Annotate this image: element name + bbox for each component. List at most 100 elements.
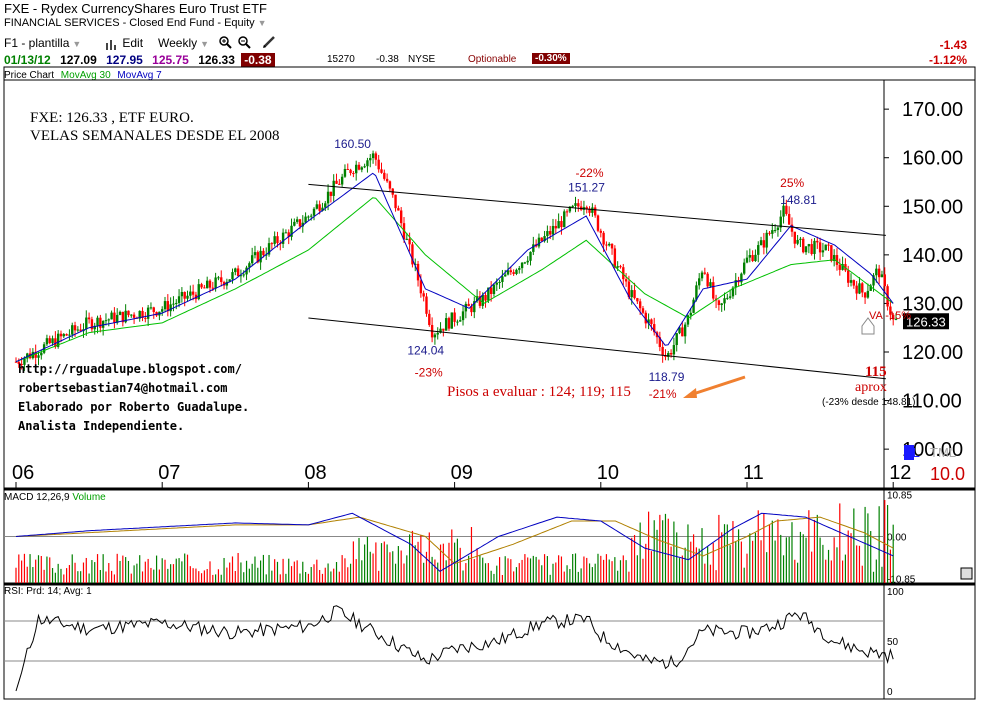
candle-body xyxy=(762,240,766,248)
chevron-down-icon: ▼ xyxy=(200,39,210,49)
candle-body xyxy=(630,290,633,298)
template-select[interactable]: F1 - plantilla ▼ xyxy=(4,36,82,50)
candle-body xyxy=(745,257,749,263)
x-tick-label: 10 xyxy=(597,462,619,484)
candle-body xyxy=(422,293,425,297)
candle-body xyxy=(585,207,588,209)
candle-body xyxy=(436,332,439,335)
candle-body xyxy=(399,210,403,224)
candle-body xyxy=(658,337,662,347)
author-blog: http://rguadalupe.blogspot.com/ xyxy=(18,362,242,376)
candle-body xyxy=(748,255,752,258)
chevron-down-icon[interactable]: ▼ xyxy=(257,18,267,28)
candle-body xyxy=(394,194,397,209)
candle-body xyxy=(551,225,555,235)
candle-body xyxy=(222,282,226,286)
price-label: 124.04 xyxy=(407,343,444,357)
pencil-icon[interactable] xyxy=(262,35,276,49)
candle-body xyxy=(692,299,695,313)
candle-body xyxy=(880,274,884,278)
edit-button[interactable]: Edit xyxy=(105,36,143,51)
candle-body xyxy=(568,206,572,212)
y-tick-label: 100.00 xyxy=(902,439,963,461)
zoom-in-icon[interactable] xyxy=(218,35,232,49)
candle-body xyxy=(731,287,735,297)
candle-body xyxy=(155,312,158,316)
candle-body xyxy=(641,308,645,313)
candle-body xyxy=(14,361,18,363)
candle-body xyxy=(824,244,827,251)
legend-ma30: MovAvg 30 xyxy=(60,70,111,81)
quote-low: 125.75 xyxy=(152,53,189,67)
candle-body xyxy=(276,236,279,244)
quote-high: 127.95 xyxy=(106,53,143,67)
candle-body xyxy=(515,269,518,274)
candle-body xyxy=(96,317,99,326)
candle-body xyxy=(700,272,704,279)
macd-tick-label: -10.85 xyxy=(887,575,916,586)
candle-body xyxy=(793,231,796,244)
candle-body xyxy=(144,317,147,319)
candle-body xyxy=(121,311,125,323)
candle-body xyxy=(818,242,822,253)
candle-body xyxy=(99,317,102,328)
candle-body xyxy=(765,232,768,248)
candle-body xyxy=(703,272,707,274)
candle-body xyxy=(771,230,774,234)
candle-body xyxy=(661,346,664,356)
candle-body xyxy=(256,252,259,263)
candle-body xyxy=(231,272,234,280)
candle-body xyxy=(228,279,231,282)
candle-body xyxy=(284,232,288,234)
candle-body xyxy=(518,268,521,270)
candle-body xyxy=(728,296,732,298)
candle-body xyxy=(456,321,459,323)
candle-body xyxy=(678,327,681,334)
candle-body xyxy=(543,236,546,242)
legend-ma7: MovAvg 7 xyxy=(117,70,162,81)
candle-body xyxy=(638,301,642,309)
candle-body xyxy=(894,318,898,320)
candle-body xyxy=(616,266,619,268)
candle-body xyxy=(459,320,462,322)
candle-body xyxy=(447,318,451,329)
period-select[interactable]: Weekly ▼ xyxy=(158,36,210,50)
candle-body xyxy=(349,169,352,174)
candle-body xyxy=(861,283,864,293)
x-tick-label: 08 xyxy=(304,462,326,484)
candle-body xyxy=(332,180,335,196)
candle-body xyxy=(253,252,257,256)
candle-body xyxy=(107,319,110,321)
pisos-label: Pisos a evaluar : 124; 119; 115 xyxy=(447,384,631,400)
candle-body xyxy=(65,334,68,336)
candle-body xyxy=(796,239,799,244)
author-email: robertsebastian74@hotmail.com xyxy=(18,381,228,395)
chart-frame xyxy=(3,66,976,700)
change-abs: -1.43 xyxy=(939,38,967,52)
candle-body xyxy=(650,319,653,325)
candle-body xyxy=(217,277,220,279)
macd-signal-line xyxy=(15,516,894,565)
bars-icon xyxy=(106,39,116,50)
candle-body xyxy=(262,250,265,256)
rsi-tick-label: 0 xyxy=(887,687,893,698)
candle-body xyxy=(352,173,355,175)
candle-body xyxy=(712,282,715,299)
candle-body xyxy=(79,329,82,332)
candle-body xyxy=(236,268,240,277)
ma30-line xyxy=(15,197,894,363)
candle-body xyxy=(858,283,861,294)
candle-body xyxy=(124,310,127,323)
candle-body xyxy=(220,277,223,283)
candle-body xyxy=(383,172,386,179)
candle-body xyxy=(73,325,77,331)
candle-body xyxy=(664,355,667,357)
candle-body xyxy=(847,270,850,283)
tml-value: 10.0 xyxy=(930,464,966,484)
candle-body xyxy=(706,273,709,287)
zoom-out-icon[interactable] xyxy=(237,35,251,49)
price-label: 148.81 xyxy=(780,193,817,207)
candle-body xyxy=(138,310,141,319)
candle-body xyxy=(439,328,442,333)
